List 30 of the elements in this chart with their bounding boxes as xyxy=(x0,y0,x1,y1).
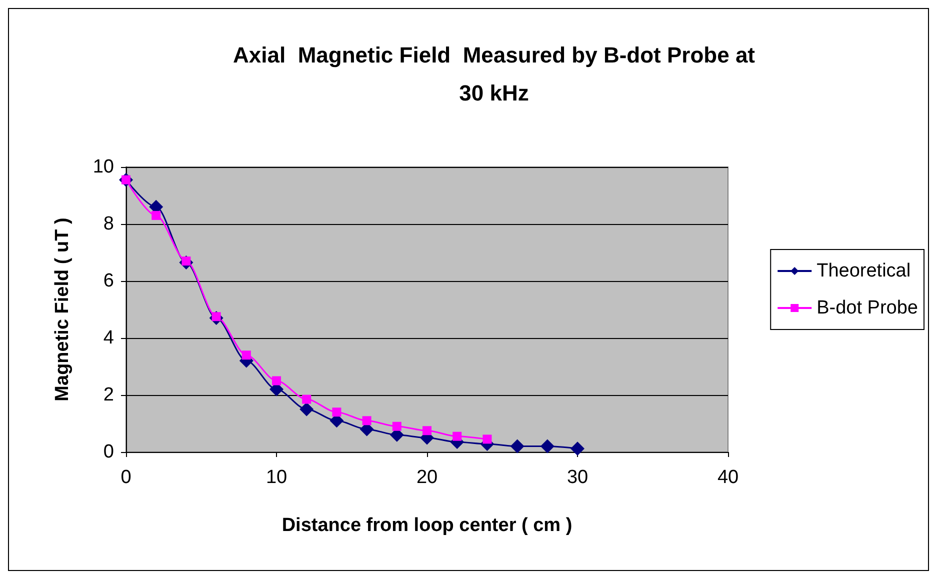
y-tick-label: 6 xyxy=(103,270,114,292)
point xyxy=(510,439,524,454)
x-tick-label: 20 xyxy=(416,467,438,488)
point xyxy=(302,394,312,404)
point xyxy=(362,416,372,426)
point xyxy=(332,408,342,417)
x-tick-label: 0 xyxy=(120,467,132,488)
point xyxy=(152,210,161,220)
y-tick-label: 8 xyxy=(103,214,114,234)
y-tick-label: 2 xyxy=(103,384,114,406)
point xyxy=(540,439,554,454)
legend-label: B-dot Probe xyxy=(816,298,918,318)
x-tick-label: 40 xyxy=(717,467,739,488)
x-axis-title: Distance from loop center ( cm ) xyxy=(282,515,572,536)
x-tick-label: 10 xyxy=(266,467,288,488)
legend-label: Theoretical xyxy=(816,260,911,282)
x-tick-label: 30 xyxy=(566,467,588,488)
point xyxy=(482,434,492,444)
chart-title: Axial Magnetic Field Measured by B-dot Probe at 30 kHz xyxy=(233,42,756,106)
y-tick-label: 4 xyxy=(103,328,114,348)
y-tick-label: 0 xyxy=(103,442,114,462)
point xyxy=(300,402,314,416)
point xyxy=(570,442,584,456)
point xyxy=(392,422,402,431)
point xyxy=(422,426,432,436)
point xyxy=(452,432,462,441)
y-tick-label: 10 xyxy=(92,156,114,178)
point xyxy=(272,376,281,386)
point xyxy=(242,350,251,360)
y-axis-title: Magnetic Field ( uT ) xyxy=(52,218,73,402)
